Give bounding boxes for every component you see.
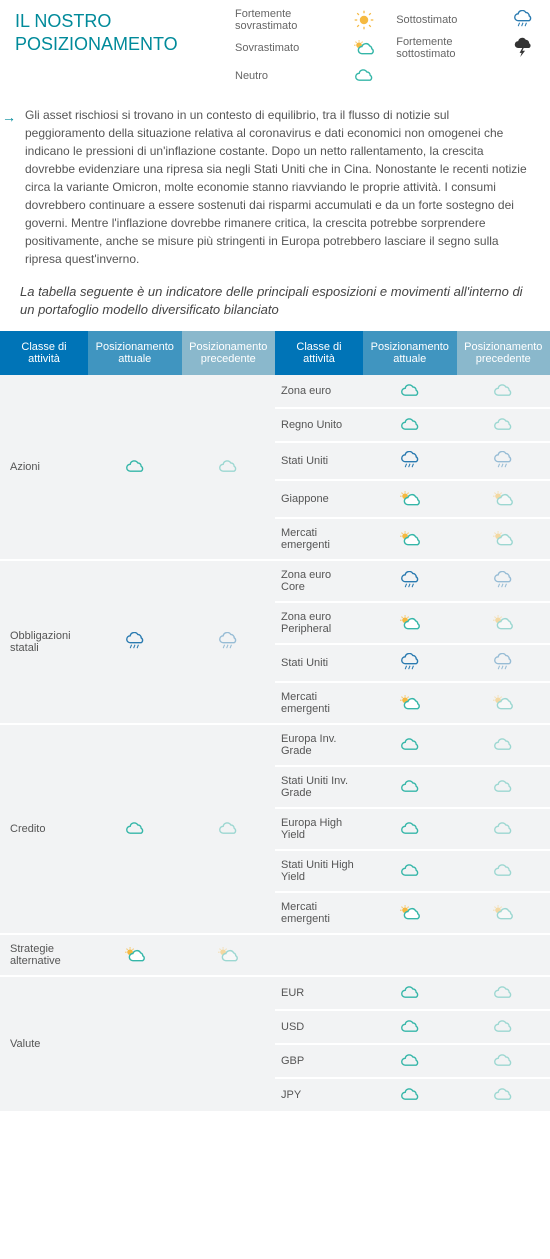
row-previous-icon <box>457 644 550 682</box>
row-label: Europa High Yield <box>275 808 363 850</box>
row-current-icon <box>363 480 457 518</box>
row-previous-icon <box>457 976 550 1010</box>
row-label: Regno Unito <box>275 408 363 442</box>
row-label: EUR <box>275 976 363 1010</box>
row-current-icon <box>363 602 457 644</box>
row-previous-icon <box>457 724 550 766</box>
legend-strongly-under-label: Fortemente sottostimato <box>396 36 491 60</box>
group-current-icon <box>88 976 182 1112</box>
row-current-icon <box>363 375 457 408</box>
group-label: Valute <box>0 976 88 1112</box>
row-label: USD <box>275 1010 363 1044</box>
row-label: Stati Uniti Inv. Grade <box>275 766 363 808</box>
group-label: Strategie alternative <box>0 934 88 976</box>
row-current-icon <box>363 808 457 850</box>
row-label: Mercati emergenti <box>275 518 363 560</box>
legend: Fortemente sovrastimato Sovrastimato Neu… <box>235 10 535 86</box>
row-previous-icon <box>457 480 550 518</box>
table-caption: La tabella seguente è un indicatore dell… <box>0 283 550 331</box>
row-current-icon <box>363 442 457 480</box>
row-previous-icon <box>457 375 550 408</box>
row-label: Stati Uniti High Yield <box>275 850 363 892</box>
legend-over-label: Sovrastimato <box>235 42 299 54</box>
table-row: Credito Europa Inv. Grade <box>0 724 550 766</box>
strongly-over-icon <box>352 9 376 31</box>
col-current-1: Posizionamento attuale <box>88 331 182 375</box>
row-label: Giappone <box>275 480 363 518</box>
over-icon <box>352 38 376 58</box>
row-label: Mercati emergenti <box>275 682 363 724</box>
row-previous-icon <box>457 1078 550 1112</box>
row-previous-icon <box>457 1010 550 1044</box>
under-icon <box>511 10 535 30</box>
row-current-icon <box>363 560 457 602</box>
table-row: Azioni Zona euro <box>0 375 550 408</box>
row-current-icon <box>363 408 457 442</box>
row-label: GBP <box>275 1044 363 1078</box>
row-current-icon <box>363 518 457 560</box>
row-current-icon <box>363 1044 457 1078</box>
col-current-2: Posizionamento attuale <box>363 331 457 375</box>
row-previous-icon <box>457 766 550 808</box>
row-label: Stati Uniti <box>275 442 363 480</box>
header: IL NOSTRO POSIZIONAMENTO Fortemente sovr… <box>0 0 550 106</box>
row-current-icon <box>363 644 457 682</box>
row-previous-icon <box>457 682 550 724</box>
row-label: Zona euro Peripheral <box>275 602 363 644</box>
row-current-icon <box>363 1010 457 1044</box>
group-previous-icon <box>182 560 276 724</box>
group-label: Credito <box>0 724 88 934</box>
legend-strongly-over-label: Fortemente sovrastimato <box>235 8 332 32</box>
table-row: Strategie alternative <box>0 934 550 976</box>
group-previous-icon <box>182 375 276 560</box>
group-current-icon <box>88 724 182 934</box>
row-previous-icon <box>457 560 550 602</box>
group-current-icon <box>88 934 182 976</box>
positioning-table: Classe di attività Posizionamento attual… <box>0 331 550 1113</box>
row-previous-icon <box>457 808 550 850</box>
col-asset-class-1: Classe di attività <box>0 331 88 375</box>
row-current-icon <box>363 724 457 766</box>
row-previous-icon <box>457 518 550 560</box>
group-previous-icon <box>182 724 276 934</box>
group-previous-icon <box>182 934 276 976</box>
row-label: Zona euro <box>275 375 363 408</box>
legend-under-label: Sottostimato <box>396 14 457 26</box>
group-previous-icon <box>182 976 276 1112</box>
group-label: Azioni <box>0 375 88 560</box>
body-text: Gli asset rischiosi si trovano in un con… <box>0 106 550 283</box>
group-label: Obbligazioni statali <box>0 560 88 724</box>
col-asset-class-2: Classe di attività <box>275 331 363 375</box>
col-previous-2: Posizionamento precedente <box>457 331 550 375</box>
group-current-icon <box>88 560 182 724</box>
row-label: Zona euro Core <box>275 560 363 602</box>
neutral-icon <box>352 68 376 84</box>
row-previous-icon <box>457 1044 550 1078</box>
group-current-icon <box>88 375 182 560</box>
page-title: IL NOSTRO POSIZIONAMENTO <box>15 10 225 86</box>
row-previous-icon <box>457 602 550 644</box>
table-row: ValuteEUR <box>0 976 550 1010</box>
legend-neutral-label: Neutro <box>235 70 268 82</box>
row-previous-icon <box>457 892 550 934</box>
col-previous-1: Posizionamento precedente <box>182 331 276 375</box>
row-label: Stati Uniti <box>275 644 363 682</box>
row-current-icon <box>363 682 457 724</box>
table-row: Obbligazioni statali Zona euro Core <box>0 560 550 602</box>
row-current-icon <box>363 850 457 892</box>
row-previous-icon <box>457 850 550 892</box>
strongly-under-icon <box>511 37 535 59</box>
row-label: Mercati emergenti <box>275 892 363 934</box>
row-current-icon <box>363 892 457 934</box>
row-current-icon <box>363 766 457 808</box>
row-label: Europa Inv. Grade <box>275 724 363 766</box>
row-label: JPY <box>275 1078 363 1112</box>
row-current-icon <box>363 976 457 1010</box>
row-previous-icon <box>457 442 550 480</box>
row-previous-icon <box>457 408 550 442</box>
row-current-icon <box>363 1078 457 1112</box>
